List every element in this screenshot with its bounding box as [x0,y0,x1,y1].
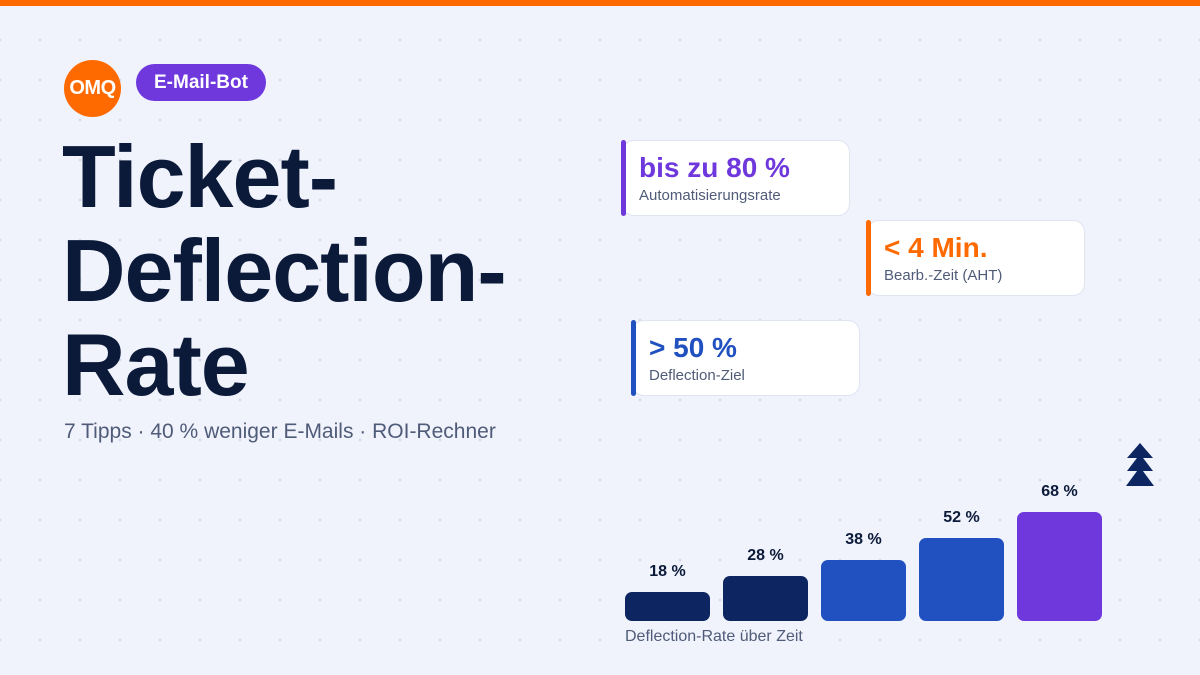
title-line: Rate [62,315,250,414]
stat-value: bis zu 80 % [639,152,790,183]
tree-icon [1126,443,1154,486]
chart-caption: Deflection-Rate über Zeit [625,628,803,645]
subtitle: 7 Tipps · 40 % weniger E-Mails · ROI-Rec… [64,420,496,443]
chart-bar [723,576,808,621]
stat-label: Automatisierungsrate [639,187,781,204]
bar-value-label: 18 % [649,563,686,581]
title-line: Deflection- [62,221,507,320]
stat-label: Bearb.-Zeit (AHT) [884,267,1003,284]
stat-card-automation: bis zu 80 % Automatisierungsrate [621,140,850,216]
stat-card-aht: < 4 Min. Bearb.-Zeit (AHT) [866,220,1085,296]
bar-value-label: 52 % [943,508,980,526]
stat-card-deflection: > 50 % Deflection-Ziel [631,320,860,396]
title-line: Ticket- [62,127,338,226]
page-title: Ticket- Deflection- Rate [62,127,507,414]
omq-logo: OMQ [64,60,121,117]
product-badge: E-Mail-Bot [136,64,266,101]
chart-bar [625,592,710,621]
bar-value-label: 68 % [1041,483,1078,501]
stat-value: < 4 Min. [884,232,988,263]
bar-value-label: 28 % [747,547,784,565]
chart-bar [919,537,1004,621]
bar-value-label: 38 % [845,531,882,549]
stat-value: > 50 % [649,332,737,363]
stat-label: Deflection-Ziel [649,367,745,384]
chart-bar [1017,512,1102,621]
chart-bar [821,560,906,621]
top-accent-bar [0,0,1200,6]
